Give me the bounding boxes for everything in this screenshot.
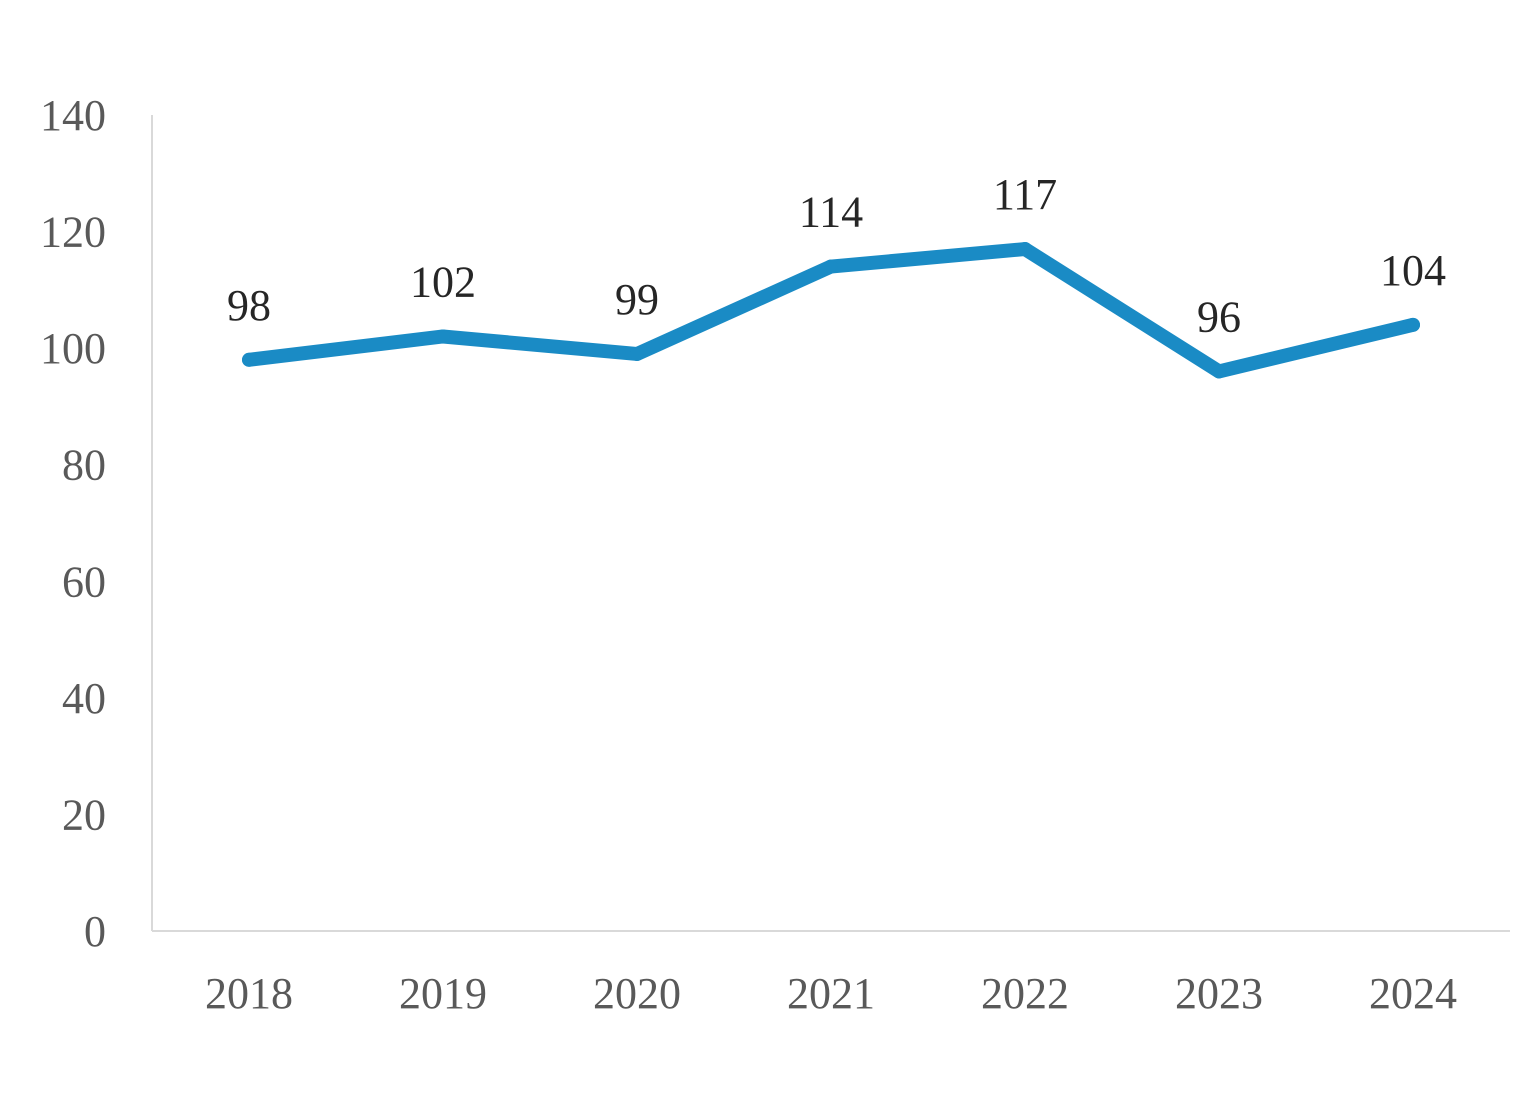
x-tick-label: 2020 <box>593 969 681 1018</box>
x-tick-label: 2019 <box>399 969 487 1018</box>
x-tick-label: 2021 <box>787 969 875 1018</box>
y-tick-label: 20 <box>62 790 106 839</box>
data-label: 104 <box>1380 246 1446 295</box>
data-label: 102 <box>410 257 476 306</box>
data-label: 96 <box>1197 292 1241 341</box>
y-tick-label: 60 <box>62 557 106 606</box>
data-point <box>1018 242 1032 257</box>
data-label: 99 <box>615 275 659 324</box>
data-point <box>824 259 838 274</box>
x-tick-label: 2018 <box>205 969 293 1018</box>
data-label: 114 <box>799 188 863 237</box>
x-tick-labels: 2018 2019 2020 2021 2022 2023 2024 <box>205 969 1457 1018</box>
data-label: 117 <box>993 170 1057 219</box>
x-tick-label: 2024 <box>1369 969 1457 1018</box>
data-point <box>242 352 256 367</box>
data-label: 98 <box>227 281 271 330</box>
y-tick-label: 120 <box>40 208 106 257</box>
x-tick-label: 2023 <box>1175 969 1263 1018</box>
y-tick-labels: 0 20 40 60 80 100 120 140 <box>40 91 106 956</box>
y-tick-label: 40 <box>62 674 106 723</box>
data-point <box>436 329 450 344</box>
data-point <box>1406 317 1420 332</box>
y-tick-label: 100 <box>40 324 106 373</box>
y-tick-label: 0 <box>84 907 106 956</box>
series-group <box>242 242 1420 379</box>
y-tick-label: 80 <box>62 441 106 490</box>
data-point <box>630 346 644 361</box>
data-labels: 98 102 99 114 117 96 104 <box>227 170 1446 341</box>
data-point <box>1212 364 1226 379</box>
y-tick-label: 140 <box>40 91 106 140</box>
x-tick-label: 2022 <box>981 969 1069 1018</box>
